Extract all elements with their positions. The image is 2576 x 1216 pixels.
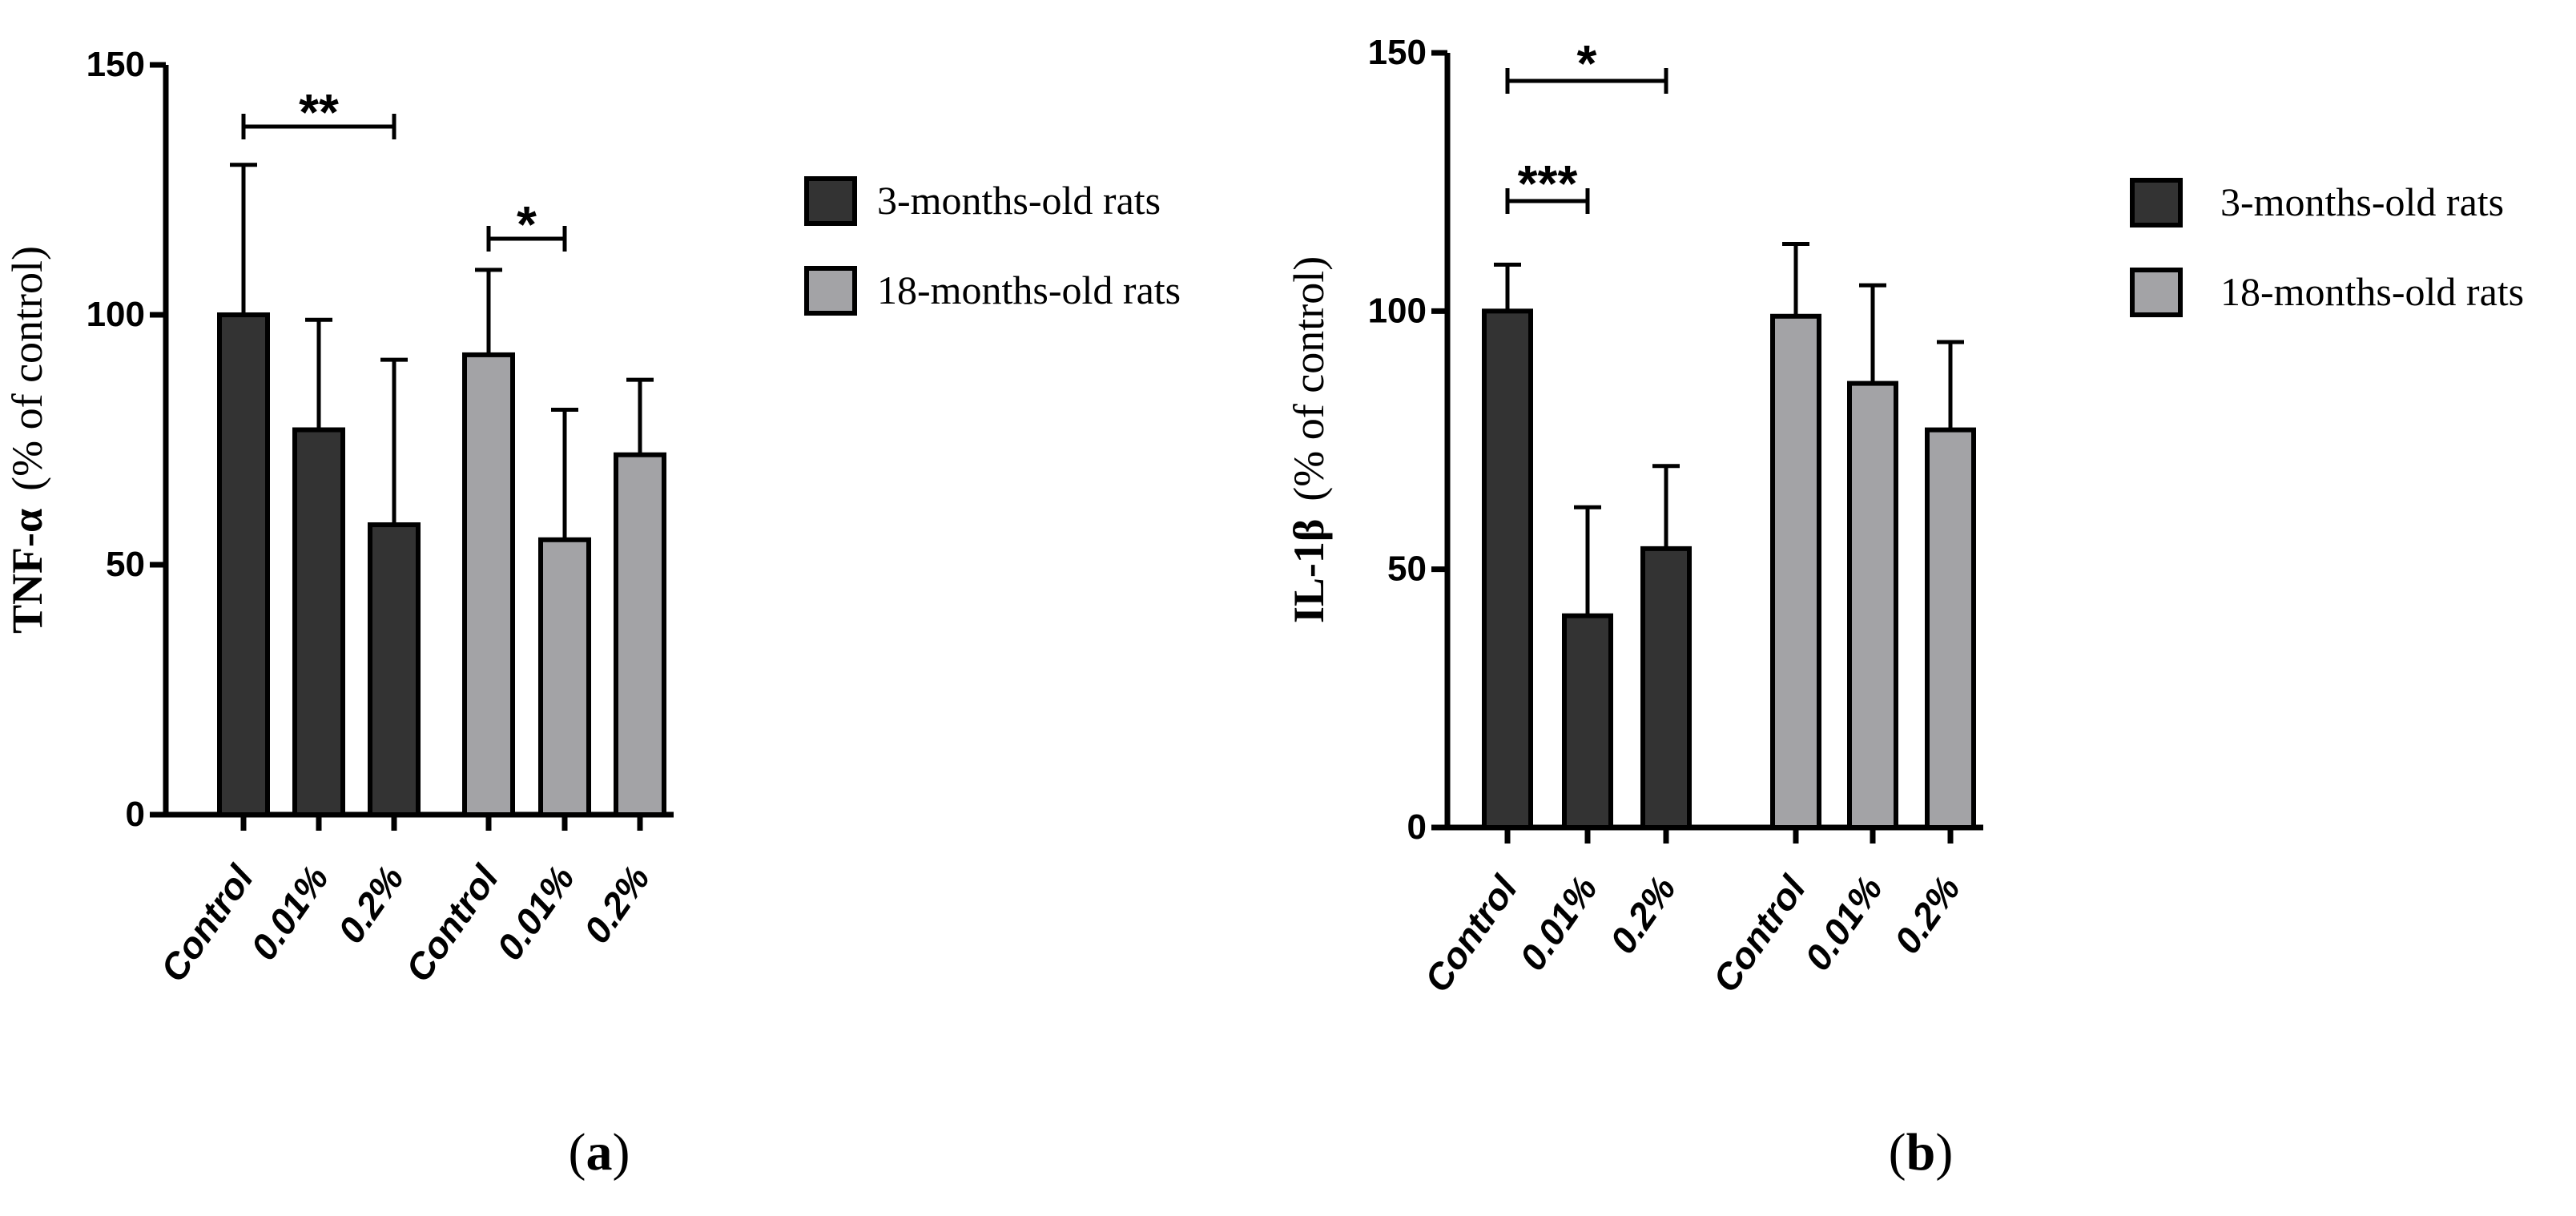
x-tick-label: 0.01%: [1797, 868, 1890, 978]
y-axis-label-unit: (% of control): [1285, 256, 1333, 501]
y-axis-label-marker: IL-1β: [1285, 519, 1333, 623]
bar: [1847, 381, 1898, 830]
y-axis-label-marker: TNF-α: [3, 509, 51, 634]
panel-label-close: ): [613, 1123, 630, 1182]
bar: [1482, 308, 1533, 831]
legend-swatch: [804, 176, 857, 226]
x-tick-label: Control: [152, 857, 262, 989]
y-tick-label: 100: [1368, 291, 1427, 330]
significance-label: ***: [1518, 155, 1578, 212]
x-tick-label: 0.01%: [489, 858, 582, 968]
y-tick-label: 0: [126, 795, 145, 834]
panel-label-letter: a: [586, 1123, 613, 1182]
y-tick-label: 100: [87, 295, 145, 334]
y-axis-label: IL-1β (% of control): [1285, 256, 1333, 623]
legend-label: 18-months-old rats: [2220, 269, 2524, 314]
x-tick-label: 0.2%: [329, 858, 412, 951]
legend-swatch: [804, 266, 857, 316]
significance-label: *: [1577, 34, 1597, 92]
x-tick-label: 0.01%: [1511, 868, 1605, 978]
x-tick-label: Control: [1705, 868, 1814, 1000]
significance-label: *: [517, 195, 537, 253]
legend-swatch: [2130, 268, 2183, 317]
x-tick-label: 0.2%: [1601, 868, 1684, 961]
x-tick-label: 0.2%: [575, 858, 658, 951]
bar: [462, 352, 515, 818]
bar: [292, 427, 345, 818]
bar: [614, 452, 666, 817]
significance-label: **: [299, 83, 339, 141]
y-tick-label: 50: [1387, 550, 1427, 589]
x-tick-label: Control: [397, 857, 507, 989]
bar: [1925, 427, 1976, 831]
x-tick-label: Control: [1416, 868, 1526, 1000]
y-tick-label: 150: [87, 45, 145, 84]
y-axis-label-unit: (% of control): [3, 246, 51, 491]
bar: [538, 537, 591, 817]
panel-label-letter: b: [1906, 1123, 1936, 1182]
y-axis-label: TNF-α (% of control): [3, 246, 51, 634]
x-tick-label: 0.2%: [1886, 868, 1968, 961]
legend-label: 3-months-old rats: [2220, 179, 2504, 224]
legend-label: 3-months-old rats: [877, 178, 1161, 223]
y-tick-label: 0: [1407, 807, 1427, 847]
panel-label-open: (: [569, 1123, 586, 1182]
bar: [1562, 613, 1613, 830]
bar: [1770, 313, 1821, 830]
panel-label: (b): [1889, 1123, 1954, 1182]
panel-label-open: (: [1889, 1123, 1906, 1182]
bar: [1640, 546, 1692, 830]
x-tick-label: 0.01%: [243, 858, 336, 968]
bar: [368, 522, 421, 818]
bar: [217, 312, 270, 817]
legend-label: 18-months-old rats: [877, 268, 1181, 312]
legend-swatch: [2130, 178, 2183, 227]
panel-label-close: ): [1935, 1123, 1953, 1182]
panel-label: (a): [569, 1123, 630, 1182]
y-tick-label: 150: [1368, 33, 1427, 72]
y-tick-label: 50: [106, 545, 145, 584]
